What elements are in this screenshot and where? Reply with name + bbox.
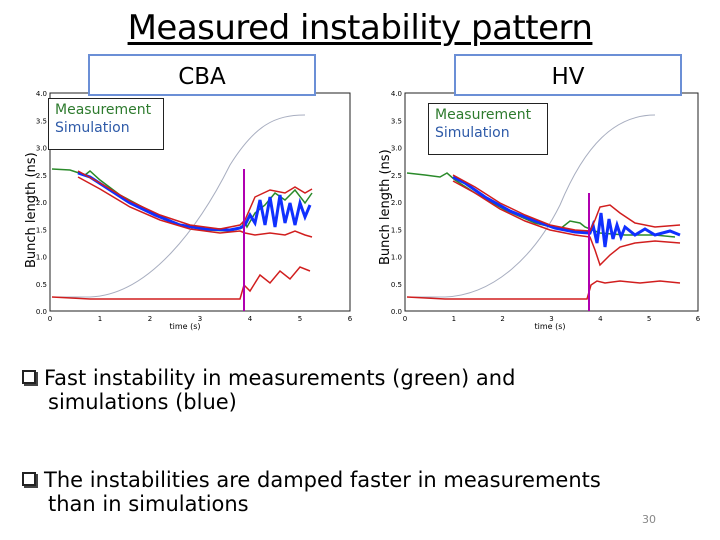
- cba-ytick-label: 1.0: [36, 254, 47, 262]
- hv-simulation-curve: [452, 175, 681, 248]
- cba-xlabel: time (s): [169, 322, 200, 331]
- hv-ytick-label: 0.5: [391, 281, 402, 289]
- hv-ytick-label: 4.0: [391, 90, 402, 98]
- cba-xtick-label: 2: [148, 315, 152, 323]
- hv-ytick-label: 1.0: [391, 254, 402, 262]
- hv-ytick-label: 0.0: [391, 308, 402, 316]
- hv-upper-envelope: [452, 174, 681, 232]
- hv-ytick-label: 2.0: [391, 199, 402, 207]
- cba-ytick-label: 1.5: [36, 226, 47, 234]
- cba-y-ticks: 0.0 0.5 1.0 1.5 2.0 2.5 3.0 3.5 4.0: [36, 90, 47, 316]
- hv-ylabel: Bunch length (ns): [378, 149, 393, 265]
- cba-ytick-label: 2.0: [36, 199, 47, 207]
- hv-xlabel: time (s): [534, 322, 565, 331]
- hv-tag: HV: [454, 54, 682, 96]
- hv-bottom-envelope: [406, 280, 681, 300]
- bullet-item: The instabilities are damped faster in m…: [22, 468, 702, 516]
- bullet-1-line1: Fast instability in measurements (green)…: [44, 366, 516, 390]
- checkbox-bullet-icon: [22, 472, 36, 486]
- cba-xtick-label: 0: [48, 315, 52, 323]
- cba-ytick-label: 3.5: [36, 117, 47, 125]
- cba-tag: CBA: [88, 54, 316, 96]
- cba-xtick-label: 1: [98, 315, 102, 323]
- hv-legend-simulation: Simulation: [435, 125, 510, 141]
- bullet-item: Fast instability in measurements (green)…: [22, 366, 702, 414]
- cba-ytick-label: 0.0: [36, 308, 47, 316]
- hv-xtick-label: 2: [500, 315, 504, 323]
- slide-title: Measured instability pattern: [127, 8, 593, 48]
- cba-ytick-label: 2.5: [36, 172, 47, 180]
- cba-upper-envelope: [77, 170, 313, 230]
- cba-xtick-label: 3: [198, 315, 202, 323]
- cba-ytick-label: 3.0: [36, 145, 47, 153]
- cba-simulation-curve: [77, 171, 312, 232]
- page-number: 30: [642, 513, 656, 526]
- cba-legend: Measurement Simulation: [48, 98, 164, 150]
- hv-xtick-label: 3: [549, 315, 553, 323]
- hv-x-ticks: 0 1 2 3 4 5 6: [403, 315, 701, 323]
- hv-xtick-label: 0: [403, 315, 407, 323]
- bullet-1-line2: simulations (blue): [48, 390, 237, 414]
- cba-lower-envelope: [77, 176, 313, 238]
- hv-xtick-label: 6: [696, 315, 701, 323]
- cba-ytick-label: 0.5: [36, 281, 47, 289]
- hv-ytick-label: 2.5: [391, 172, 402, 180]
- checkbox-bullet-icon: [22, 370, 36, 384]
- cba-legend-measurement: Measurement: [55, 102, 152, 118]
- hv-legend-measurement: Measurement: [435, 107, 532, 123]
- hv-ytick-label: 1.5: [391, 226, 402, 234]
- cba-xtick-label: 5: [298, 315, 302, 323]
- cba-x-ticks: 0 1 2 3 4 5 6: [48, 315, 353, 323]
- cba-legend-simulation: Simulation: [55, 120, 130, 136]
- hv-ytick-label: 3.5: [391, 117, 402, 125]
- hv-xtick-label: 5: [647, 315, 651, 323]
- hv-ytick-label: 3.0: [391, 145, 402, 153]
- cba-bottom-envelope: [51, 266, 311, 300]
- cba-ramp-curve: [52, 114, 306, 298]
- hv-lower-envelope: [452, 180, 681, 267]
- hv-xtick-label: 1: [452, 315, 456, 323]
- cba-xtick-label: 4: [248, 315, 253, 323]
- cba-xtick-label: 6: [348, 315, 353, 323]
- hv-ramp-curve: [407, 114, 656, 298]
- hv-y-ticks: 0.0 0.5 1.0 1.5 2.0 2.5 3.0 3.5 4.0: [391, 90, 402, 316]
- hv-legend: Measurement Simulation: [428, 103, 548, 155]
- cba-ytick-label: 4.0: [36, 90, 47, 98]
- bullet-2-line1: The instabilities are damped faster in m…: [44, 468, 601, 492]
- bullet-2-line2: than in simulations: [48, 492, 249, 516]
- hv-xtick-label: 4: [598, 315, 603, 323]
- cba-ylabel: Bunch length (ns): [24, 152, 39, 268]
